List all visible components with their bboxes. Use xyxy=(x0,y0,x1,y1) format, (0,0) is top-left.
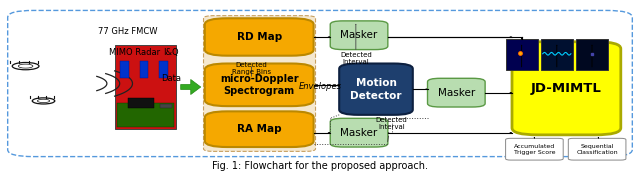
FancyBboxPatch shape xyxy=(204,16,316,151)
Text: RA Map: RA Map xyxy=(237,124,282,134)
Text: Detected
Interval: Detected Interval xyxy=(340,52,372,65)
Bar xyxy=(159,61,168,78)
Text: Detected
Interval: Detected Interval xyxy=(376,117,408,130)
Text: Data: Data xyxy=(161,74,182,83)
FancyBboxPatch shape xyxy=(330,118,388,147)
Bar xyxy=(128,98,154,108)
Text: Motion
Detector: Motion Detector xyxy=(350,78,402,101)
FancyBboxPatch shape xyxy=(568,138,626,160)
FancyBboxPatch shape xyxy=(339,64,413,115)
Text: MIMO Radar: MIMO Radar xyxy=(109,48,160,57)
Bar xyxy=(541,39,573,70)
Text: Accumulated
Trigger Score: Accumulated Trigger Score xyxy=(514,144,555,155)
Bar xyxy=(117,103,174,127)
FancyBboxPatch shape xyxy=(428,78,485,107)
Bar xyxy=(506,39,538,70)
Text: 77 GHz FMCW: 77 GHz FMCW xyxy=(99,27,157,36)
FancyBboxPatch shape xyxy=(506,138,563,160)
Bar xyxy=(115,45,176,129)
Text: RD Map: RD Map xyxy=(237,32,282,42)
FancyBboxPatch shape xyxy=(205,111,314,147)
Text: Envelopes: Envelopes xyxy=(298,82,342,91)
Text: Masker: Masker xyxy=(438,88,475,98)
FancyBboxPatch shape xyxy=(512,42,621,135)
FancyBboxPatch shape xyxy=(205,64,314,106)
Text: I&Q: I&Q xyxy=(163,48,179,57)
Text: JD-MIMTL: JD-MIMTL xyxy=(531,82,602,95)
FancyBboxPatch shape xyxy=(205,18,314,56)
Text: Fig. 1: Flowchart for the proposed approach.: Fig. 1: Flowchart for the proposed appro… xyxy=(212,161,428,171)
Bar xyxy=(120,61,129,78)
Text: Masker: Masker xyxy=(340,128,378,138)
Text: micro-Doppler
Spectrogram: micro-Doppler Spectrogram xyxy=(220,74,298,96)
Bar xyxy=(140,61,148,78)
Text: Sequential
Classification: Sequential Classification xyxy=(576,144,618,155)
Text: Detected
Range Bins: Detected Range Bins xyxy=(232,62,271,75)
FancyBboxPatch shape xyxy=(330,21,388,50)
Text: Masker: Masker xyxy=(340,30,378,40)
Bar xyxy=(160,104,172,108)
Bar xyxy=(576,39,608,70)
